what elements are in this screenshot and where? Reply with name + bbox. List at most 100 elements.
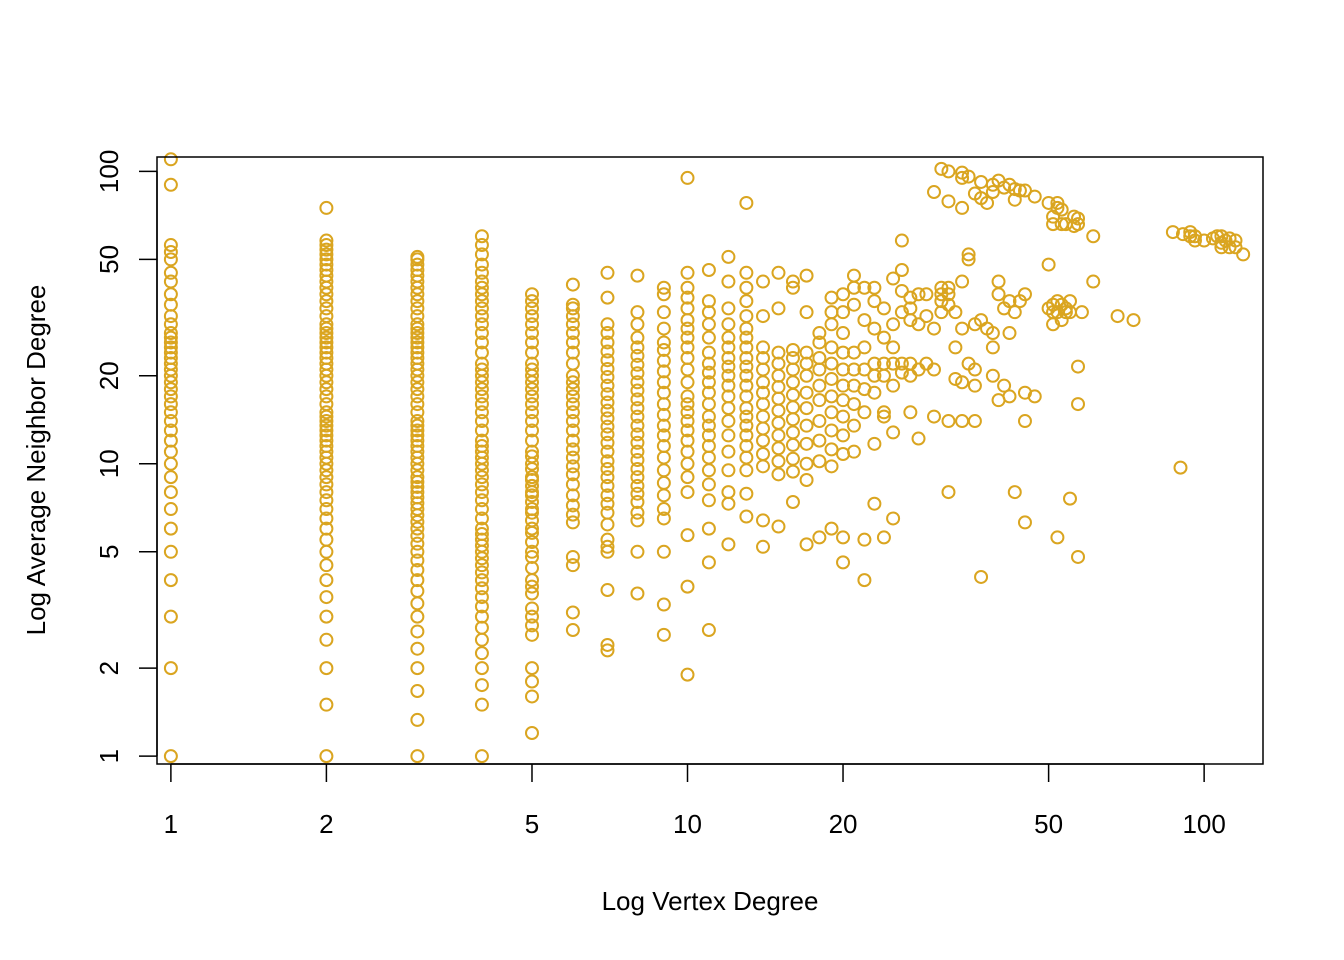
data-point bbox=[163, 152, 178, 167]
data-point bbox=[656, 375, 671, 390]
data-point bbox=[410, 382, 425, 397]
data-point bbox=[524, 397, 539, 412]
data-point bbox=[410, 490, 425, 505]
x-tick-label: 20 bbox=[829, 809, 858, 839]
data-point bbox=[410, 553, 425, 568]
data-point bbox=[886, 271, 901, 286]
data-point bbox=[1002, 389, 1017, 404]
data-point bbox=[319, 405, 334, 420]
data-point bbox=[756, 309, 771, 324]
data-point bbox=[410, 418, 425, 433]
data-point bbox=[739, 378, 754, 393]
data-point bbox=[1027, 189, 1042, 204]
data-point bbox=[410, 389, 425, 404]
data-point bbox=[410, 485, 425, 500]
data-point bbox=[701, 439, 716, 454]
data-point bbox=[410, 249, 425, 264]
data-point bbox=[600, 361, 615, 376]
data-point bbox=[799, 456, 814, 471]
data-point bbox=[474, 485, 489, 500]
data-point bbox=[812, 414, 827, 429]
data-point bbox=[656, 439, 671, 454]
data-point bbox=[163, 544, 178, 559]
y-tick-label: 10 bbox=[94, 449, 124, 478]
data-point bbox=[524, 478, 539, 493]
data-point bbox=[600, 265, 615, 280]
data-point bbox=[319, 493, 334, 508]
data-point bbox=[524, 405, 539, 420]
data-point bbox=[721, 340, 736, 355]
data-point bbox=[721, 368, 736, 383]
data-point bbox=[565, 477, 580, 492]
data-point bbox=[319, 301, 334, 316]
data-point bbox=[630, 513, 645, 528]
data-point bbox=[163, 405, 178, 420]
data-point bbox=[410, 414, 425, 429]
data-point bbox=[756, 385, 771, 400]
data-point bbox=[163, 351, 178, 366]
data-point bbox=[600, 387, 615, 402]
data-point bbox=[886, 317, 901, 332]
data-point bbox=[630, 505, 645, 520]
data-point bbox=[919, 287, 934, 302]
data-point bbox=[656, 428, 671, 443]
data-point bbox=[630, 340, 645, 355]
data-point bbox=[1071, 359, 1086, 374]
data-point bbox=[701, 345, 716, 360]
data-point bbox=[656, 544, 671, 559]
data-point bbox=[1054, 202, 1069, 217]
data-point bbox=[1050, 530, 1065, 545]
data-point bbox=[565, 389, 580, 404]
data-point bbox=[410, 309, 425, 324]
data-point bbox=[955, 170, 970, 185]
data-point bbox=[1165, 225, 1180, 240]
data-point bbox=[824, 442, 839, 457]
data-point bbox=[474, 317, 489, 332]
data-point bbox=[824, 356, 839, 371]
data-point bbox=[680, 290, 695, 305]
data-point bbox=[474, 362, 489, 377]
data-point bbox=[739, 409, 754, 424]
data-point bbox=[600, 435, 615, 450]
data-point bbox=[565, 623, 580, 638]
data-point bbox=[980, 195, 995, 210]
data-point bbox=[867, 356, 882, 371]
data-point bbox=[680, 170, 695, 185]
data-point bbox=[410, 684, 425, 699]
data-point bbox=[163, 470, 178, 485]
data-point bbox=[524, 389, 539, 404]
data-point bbox=[474, 294, 489, 309]
y-axis-label: Log Average Neighbor Degree bbox=[21, 285, 51, 636]
data-point bbox=[319, 485, 334, 500]
data-point bbox=[524, 423, 539, 438]
data-point bbox=[1071, 397, 1086, 412]
data-point bbox=[410, 573, 425, 588]
data-point bbox=[474, 229, 489, 244]
data-point bbox=[985, 340, 1000, 355]
data-point bbox=[799, 345, 814, 360]
data-point bbox=[739, 486, 754, 501]
data-point bbox=[701, 555, 716, 570]
data-point bbox=[846, 268, 861, 283]
data-point bbox=[319, 326, 334, 341]
data-point bbox=[721, 389, 736, 404]
data-point bbox=[857, 362, 872, 377]
data-point bbox=[410, 317, 425, 332]
data-point bbox=[565, 414, 580, 429]
data-point bbox=[565, 467, 580, 482]
data-point bbox=[600, 326, 615, 341]
data-point bbox=[721, 351, 736, 366]
data-point bbox=[701, 375, 716, 390]
data-point bbox=[600, 643, 615, 658]
data-point bbox=[600, 478, 615, 493]
data-point bbox=[600, 344, 615, 359]
data-point bbox=[836, 428, 851, 443]
data-point bbox=[1197, 233, 1212, 248]
data-point bbox=[680, 265, 695, 280]
data-point bbox=[163, 252, 178, 267]
data-point bbox=[739, 368, 754, 383]
data-point bbox=[701, 418, 716, 433]
data-point bbox=[474, 257, 489, 272]
data-point bbox=[600, 317, 615, 332]
